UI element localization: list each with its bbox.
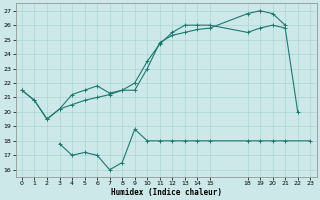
X-axis label: Humidex (Indice chaleur): Humidex (Indice chaleur): [111, 188, 221, 197]
